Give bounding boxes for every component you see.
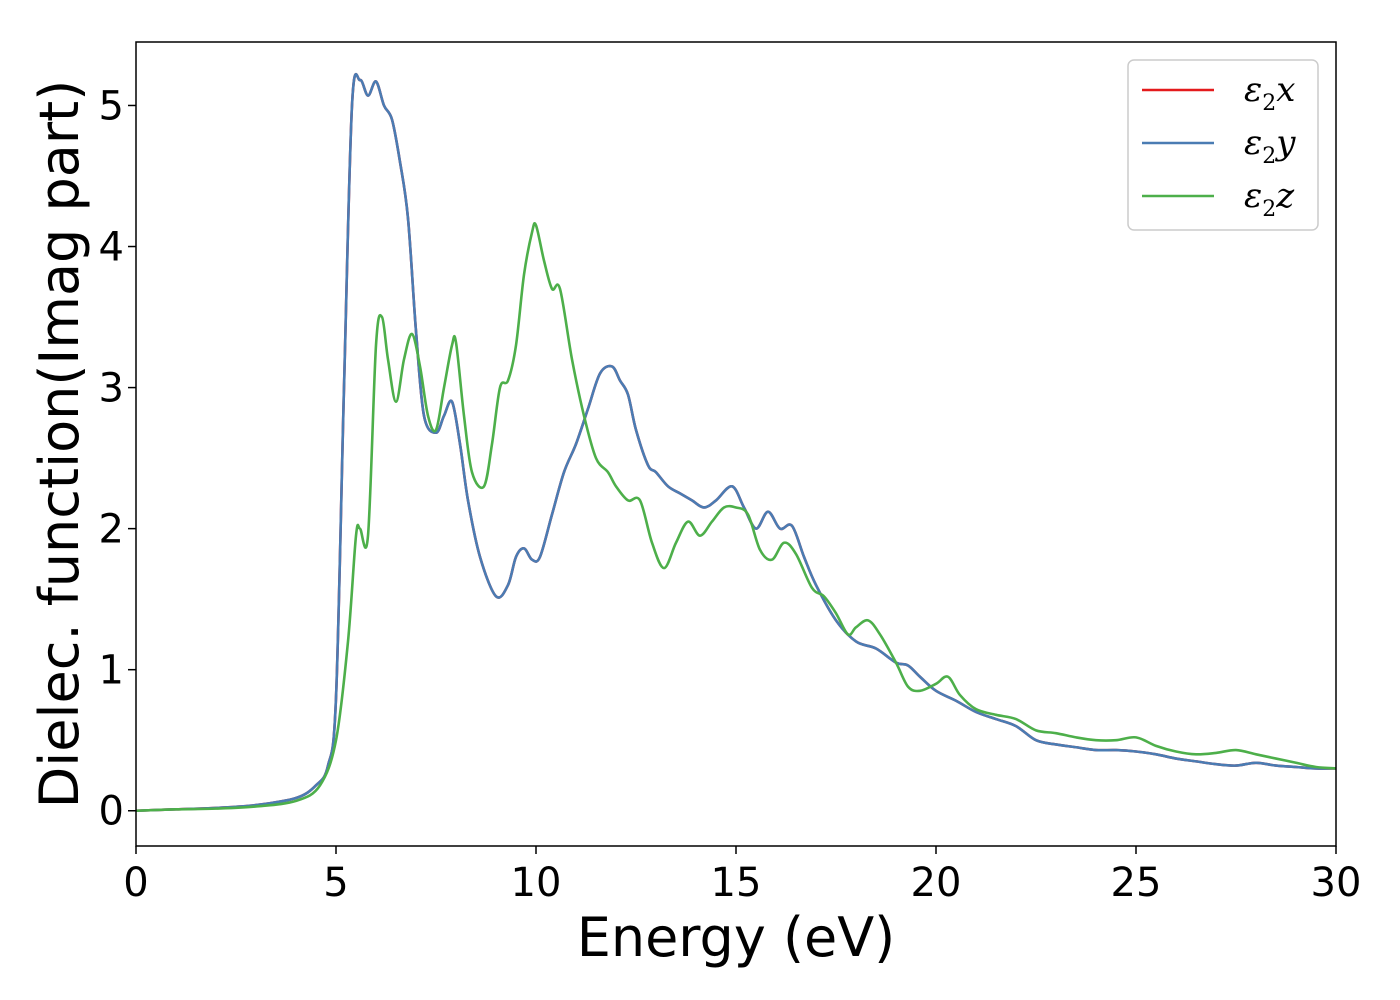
- y-tick-label: 0: [99, 789, 124, 835]
- x-axis-ticks: 0 5 10 15 20 25 30: [123, 846, 1361, 906]
- legend-label-x: ε2x: [1244, 70, 1295, 116]
- x-tick-label: 20: [911, 860, 962, 906]
- x-tick-label: 0: [123, 860, 148, 906]
- legend-label-z: ε2z: [1244, 176, 1295, 222]
- series-line-y: [136, 72, 1336, 813]
- y-axis-title: Dielec. function(Imag part): [28, 80, 91, 809]
- legend-label-y: ε2y: [1244, 123, 1296, 169]
- y-axis-ticks: 0 1 2 3 4 5: [99, 83, 136, 835]
- x-axis-title: Energy (eV): [577, 906, 896, 969]
- y-tick-label: 1: [99, 648, 124, 694]
- series-line-z: [136, 222, 1336, 813]
- x-tick-label: 15: [711, 860, 762, 906]
- legend-frame: [1127, 59, 1319, 231]
- y-tick-label: 4: [99, 225, 124, 271]
- x-tick-label: 30: [1311, 860, 1362, 906]
- legend: ε2x ε2y ε2z: [1127, 59, 1319, 231]
- y-tick-label: 5: [99, 83, 124, 129]
- series-lines: [136, 72, 1336, 813]
- x-tick-label: 10: [511, 860, 562, 906]
- x-tick-label: 5: [323, 860, 348, 906]
- y-tick-label: 2: [99, 507, 124, 553]
- y-tick-label: 3: [99, 366, 124, 412]
- x-tick-label: 25: [1111, 860, 1162, 906]
